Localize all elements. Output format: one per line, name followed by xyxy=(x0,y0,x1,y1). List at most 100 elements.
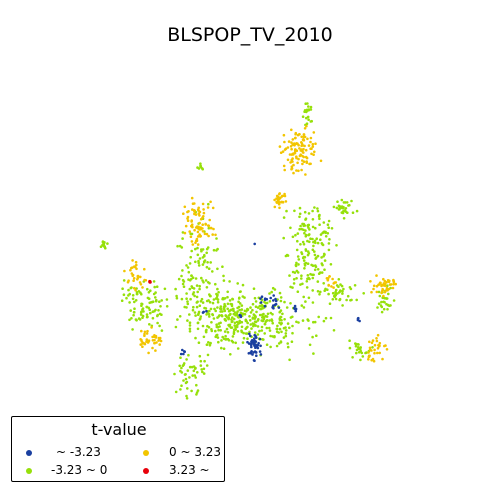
map-point-negative xyxy=(313,206,316,209)
map-point-negative xyxy=(226,295,229,299)
map-point-negative xyxy=(145,305,149,309)
map-point-positive xyxy=(385,348,389,351)
map-point-negative xyxy=(184,373,187,376)
map-point-negative xyxy=(215,292,218,296)
map-point-negative xyxy=(228,324,231,328)
map-point-negative xyxy=(120,299,124,303)
map-point-negative xyxy=(301,282,304,286)
map-point-negative xyxy=(301,240,305,244)
map-point-positive xyxy=(214,233,217,237)
map-point-positive xyxy=(375,290,379,294)
map-point-negative xyxy=(147,297,151,301)
map-point-negative xyxy=(226,290,229,294)
legend-label-low: ~ -3.23 xyxy=(56,445,101,459)
map-point-negative xyxy=(198,304,202,308)
legend-swatch-negative xyxy=(26,468,32,474)
map-point-negative xyxy=(362,292,366,295)
map-point-positive xyxy=(145,340,148,343)
map-point-positive xyxy=(375,274,378,277)
map-point-negative xyxy=(174,287,177,291)
map-point-positive xyxy=(141,342,144,345)
map-point-negative xyxy=(261,313,264,317)
map-point-negative xyxy=(220,339,223,342)
map-point-negative xyxy=(278,291,282,295)
map-point-positive xyxy=(134,260,138,264)
map-point-positive xyxy=(311,145,315,148)
map-point-negative xyxy=(327,226,331,229)
map-point-negative xyxy=(269,345,272,349)
map-point-negative xyxy=(353,284,357,287)
map-point-positive xyxy=(201,202,205,206)
map-point-negative xyxy=(207,326,211,329)
map-point-positive xyxy=(292,152,295,155)
map-point-negative xyxy=(122,293,126,297)
map-point-negative xyxy=(382,307,386,311)
map-point-negative xyxy=(306,115,310,119)
legend-label-negative: -3.23 ~ 0 xyxy=(51,463,108,477)
legend-label-high: 3.23 ~ xyxy=(169,463,210,477)
map-point-negative xyxy=(285,306,289,309)
map-point-positive xyxy=(371,339,375,342)
map-point-negative xyxy=(296,232,300,235)
map-point-negative xyxy=(141,316,144,320)
map-point-positive xyxy=(130,272,134,275)
legend-swatch-high xyxy=(143,468,149,474)
map-point-positive xyxy=(368,354,371,358)
map-point-negative xyxy=(329,316,333,320)
map-point-positive xyxy=(209,226,213,230)
map-point-negative xyxy=(302,224,306,228)
map-point-negative xyxy=(137,317,141,320)
map-point-positive xyxy=(392,280,396,284)
map-point-positive xyxy=(277,201,281,205)
map-point-negative xyxy=(196,321,200,325)
map-point-positive xyxy=(300,135,304,139)
map-point-positive xyxy=(182,212,185,215)
map-point-low xyxy=(277,306,281,309)
map-point-negative xyxy=(388,304,391,308)
map-point-negative xyxy=(226,302,230,306)
map-point-positive xyxy=(143,332,146,336)
map-point-negative xyxy=(338,297,342,301)
map-point-negative xyxy=(319,290,322,294)
map-point-positive xyxy=(193,212,196,216)
map-point-negative xyxy=(304,229,307,232)
map-point-positive xyxy=(190,240,194,243)
map-point-positive xyxy=(294,136,297,140)
map-point-negative xyxy=(223,297,227,300)
map-point-negative xyxy=(201,370,204,374)
map-point-positive xyxy=(367,351,370,354)
map-point-negative xyxy=(298,227,301,231)
map-point-negative xyxy=(340,198,344,202)
map-point-negative xyxy=(310,119,314,123)
map-point-positive xyxy=(283,140,286,144)
map-point-positive xyxy=(376,333,380,337)
map-point-negative xyxy=(237,300,240,304)
map-point-negative xyxy=(309,105,313,109)
map-point-low xyxy=(252,359,256,362)
map-point-negative xyxy=(311,225,315,229)
map-point-low xyxy=(272,299,275,302)
map-point-negative xyxy=(260,319,264,322)
map-point-negative xyxy=(307,118,310,121)
map-point-positive xyxy=(132,277,136,280)
map-point-negative xyxy=(345,201,349,204)
map-point-positive xyxy=(369,280,372,283)
map-point-positive xyxy=(296,161,299,165)
map-point-negative xyxy=(187,278,190,281)
map-point-positive xyxy=(301,162,304,166)
map-point-positive xyxy=(143,330,147,334)
map-point-low xyxy=(202,310,205,314)
map-point-negative xyxy=(224,334,227,338)
map-point-negative xyxy=(313,250,316,253)
map-point-negative xyxy=(263,332,267,335)
map-point-negative xyxy=(317,315,321,319)
map-point-negative xyxy=(236,315,240,319)
map-point-positive xyxy=(328,275,331,278)
map-point-negative xyxy=(160,299,163,302)
map-point-negative xyxy=(197,264,201,267)
map-point-negative xyxy=(219,305,223,308)
map-point-negative xyxy=(318,213,321,217)
map-point-negative xyxy=(320,262,324,265)
map-point-negative xyxy=(196,246,199,250)
map-point-negative xyxy=(180,297,184,301)
